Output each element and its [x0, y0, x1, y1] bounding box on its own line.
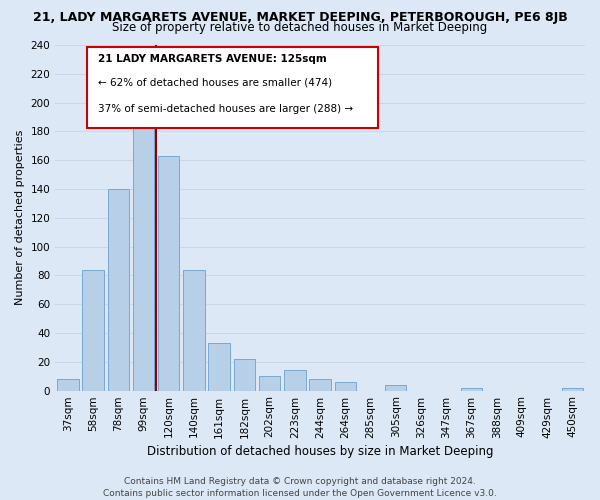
Bar	[158, 156, 179, 390]
Bar	[259, 376, 280, 390]
Bar	[183, 270, 205, 390]
Text: Contains HM Land Registry data © Crown copyright and database right 2024.
Contai: Contains HM Land Registry data © Crown c…	[103, 476, 497, 498]
FancyBboxPatch shape	[87, 46, 379, 128]
Bar	[562, 388, 583, 390]
Bar	[461, 388, 482, 390]
Y-axis label: Number of detached properties: Number of detached properties	[15, 130, 25, 306]
Bar	[133, 106, 154, 391]
Text: 21, LADY MARGARETS AVENUE, MARKET DEEPING, PETERBOROUGH, PE6 8JB: 21, LADY MARGARETS AVENUE, MARKET DEEPIN…	[32, 11, 568, 24]
Bar	[57, 379, 79, 390]
Text: ← 62% of detached houses are smaller (474): ← 62% of detached houses are smaller (47…	[98, 78, 332, 88]
Bar	[310, 379, 331, 390]
Bar	[385, 385, 406, 390]
Bar	[107, 189, 129, 390]
X-axis label: Distribution of detached houses by size in Market Deeping: Distribution of detached houses by size …	[147, 444, 493, 458]
Bar	[284, 370, 305, 390]
Text: 37% of semi-detached houses are larger (288) →: 37% of semi-detached houses are larger (…	[98, 104, 353, 114]
Bar	[233, 359, 255, 390]
Bar	[335, 382, 356, 390]
Bar	[208, 343, 230, 390]
Text: Size of property relative to detached houses in Market Deeping: Size of property relative to detached ho…	[112, 21, 488, 34]
Text: 21 LADY MARGARETS AVENUE: 125sqm: 21 LADY MARGARETS AVENUE: 125sqm	[98, 54, 326, 64]
Bar	[82, 270, 104, 390]
